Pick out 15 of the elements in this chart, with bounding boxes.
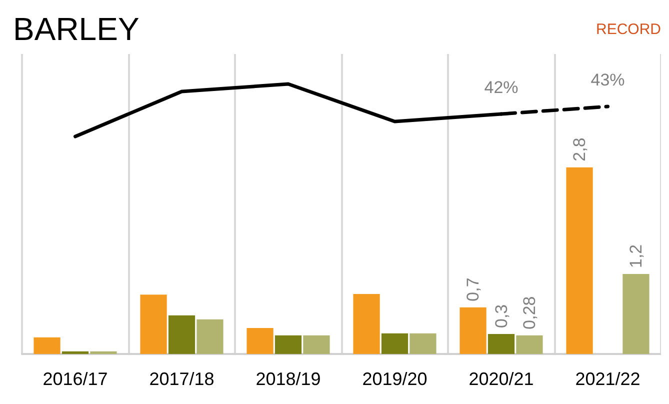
x-tick-label: 2020/21 — [468, 369, 534, 389]
data-label: 0,3 — [492, 304, 511, 328]
data-label: 0,28 — [520, 296, 539, 330]
chart-title: BARLEY — [13, 11, 140, 47]
data-label: 2,8 — [570, 138, 590, 162]
data-label: 43% — [590, 70, 625, 90]
x-tick-label: 2018/19 — [256, 369, 321, 389]
x-tick-label: 2019/20 — [362, 369, 428, 389]
x-tick-label: 2017/18 — [149, 369, 214, 389]
data-label: 1,2 — [626, 244, 646, 268]
data-label: 0,7 — [464, 278, 483, 302]
data-label: 42% — [484, 78, 518, 97]
x-tick-label: 2016/17 — [42, 369, 108, 389]
x-tick-label: 2021/22 — [575, 369, 640, 389]
text: RECORD — [596, 21, 662, 38]
